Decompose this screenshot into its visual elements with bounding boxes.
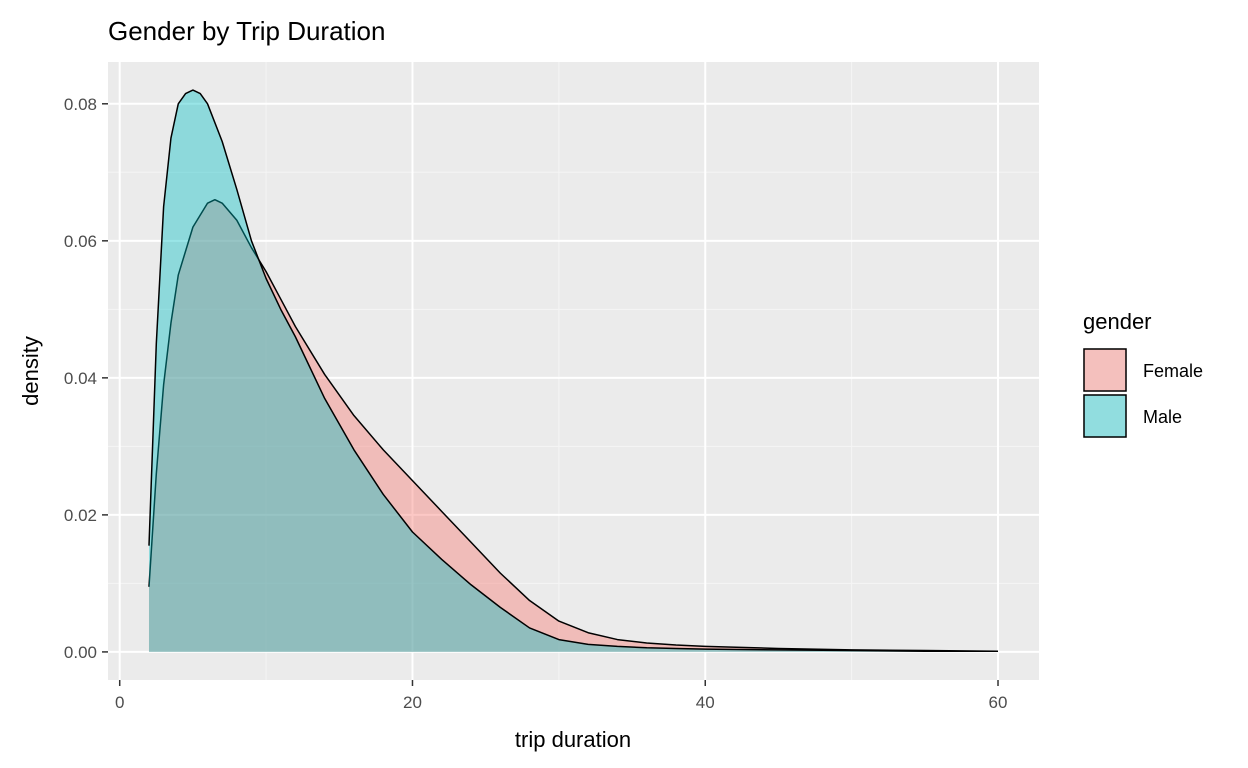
x-tick-label: 20 [403,693,422,712]
legend-key-background [1083,348,1127,392]
density-area-male [148,90,999,652]
y-tick-label: 0.08 [64,95,97,114]
y-axis-title: density [18,336,43,406]
chart-title: Gender by Trip Duration [108,16,385,46]
y-tick-label: 0.04 [64,369,97,388]
legend-swatch-male [1083,394,1127,438]
y-tick-label: 0.02 [64,506,97,525]
legend-key-background [1083,394,1127,438]
x-axis-title: trip duration [515,727,631,752]
y-tick-label: 0.00 [64,643,97,662]
legend-label-female: Female [1143,361,1203,381]
x-axis: 0 20 40 60 [115,680,1007,712]
density-outline-male [148,89,999,652]
density-outline-female [148,198,999,652]
plot-panel [108,62,1039,680]
x-tick-label: 0 [115,693,124,712]
legend-label-male: Male [1143,407,1182,427]
legend-swatch-female [1083,348,1127,392]
legend-title: gender [1083,309,1152,334]
x-tick-label: 60 [989,693,1008,712]
minor-gridlines [108,62,1039,680]
density-areas [148,89,999,652]
major-gridlines [108,62,1039,680]
x-tick-label: 40 [696,693,715,712]
density-area-female [148,199,999,652]
y-tick-label: 0.06 [64,232,97,251]
y-axis: 0.00 0.02 0.04 0.06 0.08 [64,95,108,662]
legend: gender Female Male [1083,309,1203,438]
